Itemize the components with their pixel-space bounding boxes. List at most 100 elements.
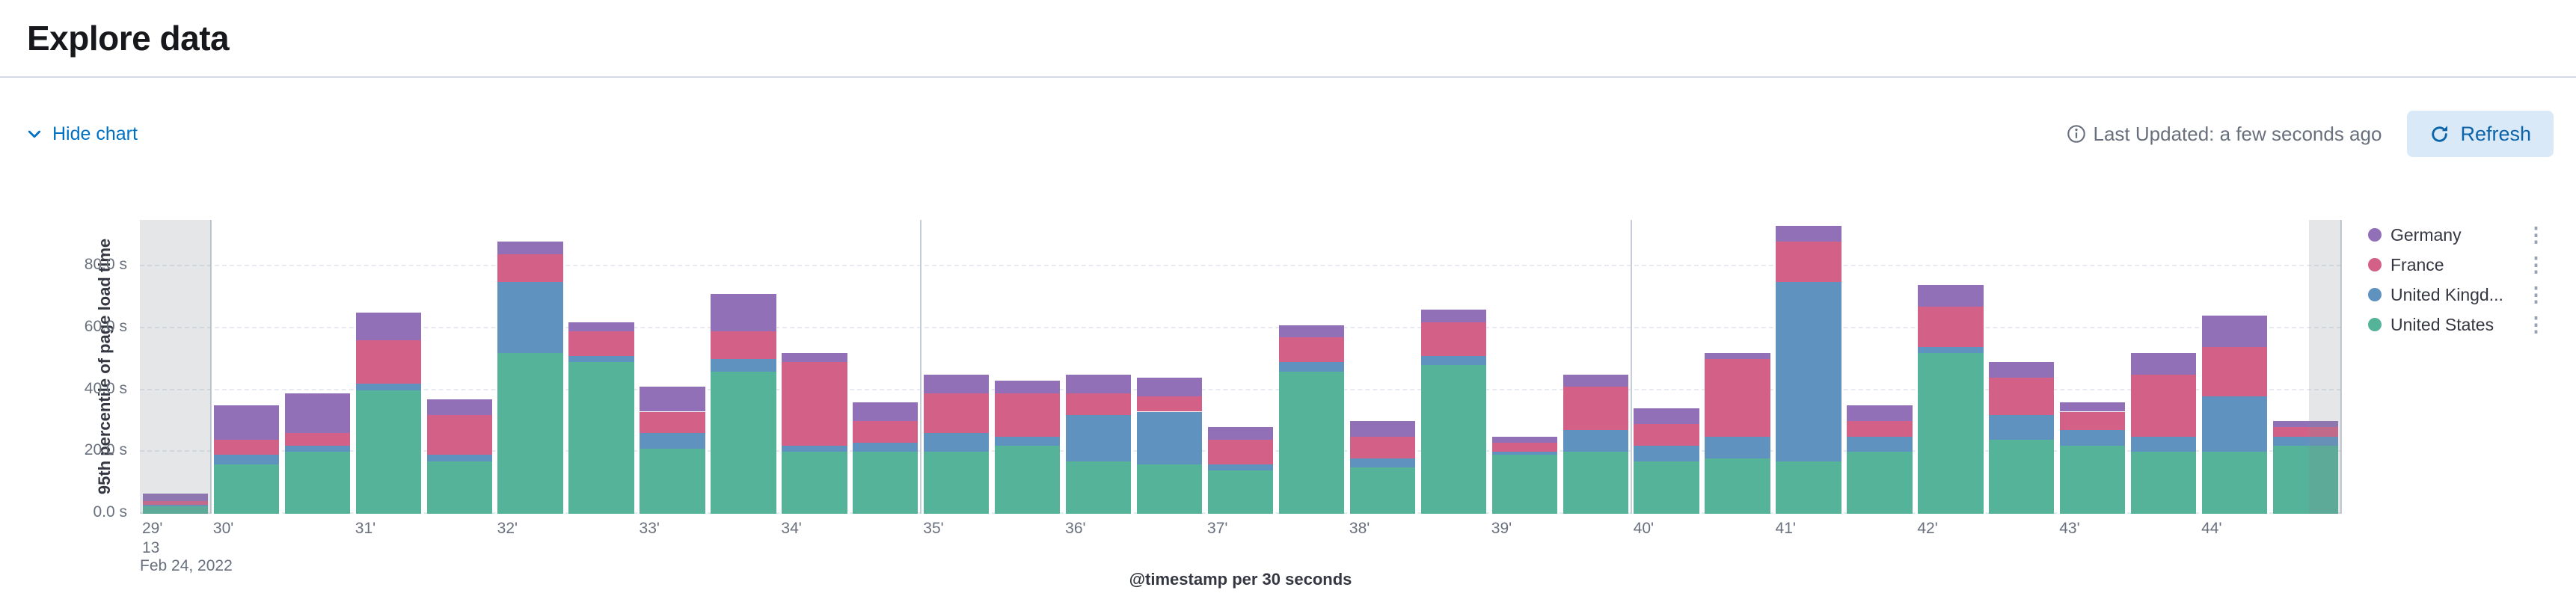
bar-segment[interactable] <box>2130 352 2197 375</box>
bar-segment[interactable] <box>355 384 421 390</box>
bar-segment[interactable] <box>1491 455 1557 514</box>
bar-segment[interactable] <box>1349 436 1416 458</box>
bar-segment[interactable] <box>2201 316 2268 347</box>
bar-segment[interactable] <box>2272 427 2339 437</box>
bar-segment[interactable] <box>142 506 209 514</box>
bar-segment[interactable] <box>284 452 350 514</box>
bar-segment[interactable] <box>1776 461 1841 514</box>
bar-segment[interactable] <box>142 501 209 505</box>
legend-item[interactable]: United Kingd... ⋮ <box>2368 281 2549 308</box>
bar-segment[interactable] <box>2130 436 2197 452</box>
bar-segment[interactable] <box>1207 470 1274 514</box>
bar-segment[interactable] <box>924 393 990 434</box>
bar-segment[interactable] <box>568 331 634 357</box>
bar-segment[interactable] <box>213 455 280 464</box>
bar-segment[interactable] <box>924 374 990 393</box>
bar-segment[interactable] <box>1563 452 1628 514</box>
bar-segment[interactable] <box>1847 452 1913 514</box>
legend-item[interactable]: United States ⋮ <box>2368 311 2549 338</box>
bar-segment[interactable] <box>1349 467 1416 514</box>
bar-segment[interactable] <box>497 281 563 353</box>
bar-segment[interactable] <box>568 356 634 363</box>
bar-segment[interactable] <box>1634 408 1699 425</box>
bar-segment[interactable] <box>568 322 634 331</box>
bar-segment[interactable] <box>711 294 776 331</box>
bar-segment[interactable] <box>1847 420 1913 437</box>
bar-segment[interactable] <box>1705 352 1770 360</box>
bar-segment[interactable] <box>1989 362 2055 378</box>
bar-segment[interactable] <box>1847 405 1913 421</box>
bar-segment[interactable] <box>497 352 563 514</box>
bar-segment[interactable] <box>711 359 776 372</box>
bar-segment[interactable] <box>1349 458 1416 467</box>
bar-segment[interactable] <box>1207 427 1274 440</box>
bar-segment[interactable] <box>284 446 350 452</box>
bar-segment[interactable] <box>1918 306 1984 347</box>
bar-segment[interactable] <box>1278 371 1345 514</box>
bar-segment[interactable] <box>1278 362 1345 372</box>
bar-segment[interactable] <box>1989 414 2055 440</box>
bar-segment[interactable] <box>497 241 563 254</box>
bar-segment[interactable] <box>1918 352 1984 514</box>
bar-segment[interactable] <box>782 362 847 446</box>
bar-segment[interactable] <box>1065 393 1132 415</box>
bar-segment[interactable] <box>1776 241 1841 282</box>
bar-segment[interactable] <box>853 452 919 514</box>
vertical-ellipsis-icon[interactable]: ⋮ <box>2526 223 2546 246</box>
bar-segment[interactable] <box>782 446 847 452</box>
bar-segment[interactable] <box>1705 436 1770 458</box>
bar-segment[interactable] <box>1989 439 2055 514</box>
bar-segment[interactable] <box>924 452 990 514</box>
bar-segment[interactable] <box>2272 446 2339 514</box>
bar-segment[interactable] <box>640 433 705 449</box>
bar-segment[interactable] <box>213 405 280 440</box>
vertical-ellipsis-icon[interactable]: ⋮ <box>2526 253 2546 276</box>
bar-segment[interactable] <box>1420 356 1486 366</box>
bar-segment[interactable] <box>213 439 280 455</box>
bar-segment[interactable] <box>355 390 421 514</box>
bar-segment[interactable] <box>426 461 492 514</box>
bar-segment[interactable] <box>640 449 705 514</box>
bar-segment[interactable] <box>711 371 776 514</box>
bar-segment[interactable] <box>2060 430 2126 446</box>
bar-segment[interactable] <box>1420 322 1486 357</box>
bar-segment[interactable] <box>1207 439 1274 464</box>
hide-chart-button[interactable]: Hide chart <box>25 123 138 145</box>
bar-segment[interactable] <box>1207 464 1274 471</box>
bar-segment[interactable] <box>1420 365 1486 514</box>
bar-segment[interactable] <box>1065 374 1132 393</box>
bar-segment[interactable] <box>924 433 990 452</box>
bar-segment[interactable] <box>1136 396 1203 412</box>
bar-segment[interactable] <box>142 494 209 502</box>
bar-segment[interactable] <box>284 433 350 446</box>
bar-segment[interactable] <box>1491 436 1557 443</box>
bar-segment[interactable] <box>2201 452 2268 514</box>
bar-segment[interactable] <box>1136 378 1203 396</box>
bar-segment[interactable] <box>782 352 847 363</box>
bar-segment[interactable] <box>2201 396 2268 452</box>
bar-segment[interactable] <box>568 362 634 514</box>
bar-segment[interactable] <box>995 381 1061 393</box>
bar-segment[interactable] <box>426 399 492 415</box>
bar-segment[interactable] <box>2060 411 2126 431</box>
bar-segment[interactable] <box>995 446 1061 514</box>
legend-item[interactable]: France ⋮ <box>2368 251 2549 278</box>
legend-item[interactable]: Germany ⋮ <box>2368 221 2549 248</box>
bar-segment[interactable] <box>1278 325 1345 338</box>
vertical-ellipsis-icon[interactable]: ⋮ <box>2526 313 2546 336</box>
bar-segment[interactable] <box>640 411 705 434</box>
bar-segment[interactable] <box>1776 226 1841 242</box>
bar-segment[interactable] <box>355 313 421 341</box>
bar-segment[interactable] <box>1491 442 1557 452</box>
bar-segment[interactable] <box>1136 464 1203 514</box>
bar-segment[interactable] <box>1634 461 1699 514</box>
bar-segment[interactable] <box>1705 359 1770 437</box>
bar-segment[interactable] <box>853 420 919 443</box>
bar-segment[interactable] <box>1136 411 1203 464</box>
vertical-ellipsis-icon[interactable]: ⋮ <box>2526 283 2546 306</box>
bar-segment[interactable] <box>1918 284 1984 307</box>
bar-segment[interactable] <box>2272 420 2339 428</box>
bar-segment[interactable] <box>426 455 492 461</box>
bar-segment[interactable] <box>1065 461 1132 514</box>
bar-segment[interactable] <box>782 452 847 514</box>
